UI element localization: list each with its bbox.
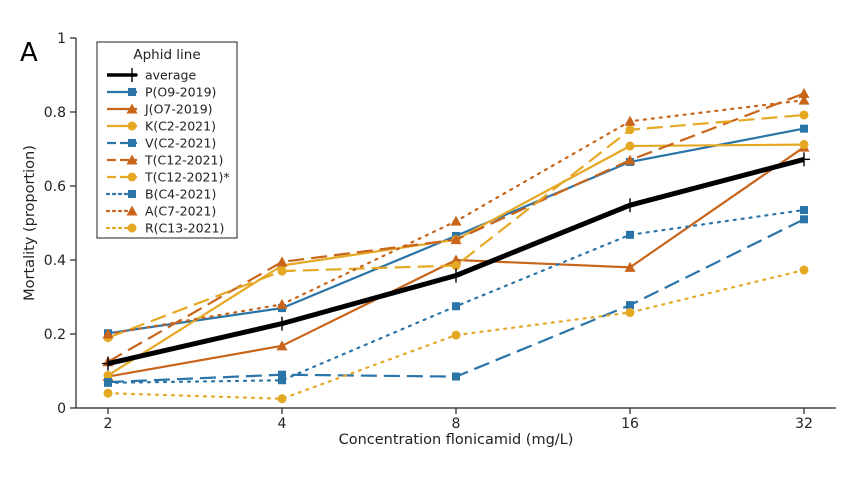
data-point (450, 234, 462, 245)
x-tick-label: 4 (278, 416, 287, 432)
legend-marker (126, 154, 138, 165)
data-point (625, 308, 635, 318)
y-tick-label: 0.2 (44, 327, 66, 343)
axes: 0 0.2 0.4 0.6 0.8 1 2 4 8 16 32 (44, 31, 836, 432)
data-point (625, 125, 635, 135)
data-point (624, 115, 636, 126)
data-point (798, 94, 810, 105)
data-point (799, 265, 809, 275)
data-point (103, 370, 113, 380)
legend-entry: T(C12-2021) (107, 153, 223, 168)
legend-label: P(O9-2019) (145, 85, 216, 100)
legend-label: K(C2-2021) (145, 119, 216, 134)
data-point (798, 88, 810, 98)
y-tick-label: 0 (57, 401, 66, 417)
legend-marker (127, 223, 137, 233)
data-point (278, 370, 286, 379)
legend-entry: P(O9-2019) (107, 85, 216, 100)
data-point (277, 394, 287, 404)
legend-entry: J(O7-2019) (107, 102, 213, 117)
data-point (276, 256, 288, 267)
legend: Aphid line average P(O9-2019) J(O7-2019) K(C… (96, 41, 238, 239)
data-point (451, 261, 461, 271)
data-point (451, 330, 461, 340)
legend-label: B(C4-2021) (145, 187, 216, 202)
data-point (102, 328, 114, 339)
y-tick-label: 0.6 (44, 179, 66, 195)
legend-label: T(C12-2021)* (144, 170, 230, 185)
series-8 (102, 94, 810, 339)
series-6 (103, 110, 809, 343)
x-tick-label: 16 (621, 416, 639, 432)
data-point (624, 198, 636, 213)
data-point (800, 124, 808, 133)
legend-marker (128, 88, 136, 96)
series-0 (102, 152, 810, 371)
data-point (624, 261, 636, 272)
y-tick-label: 0.8 (44, 105, 66, 121)
x-tick-label: 32 (795, 416, 813, 432)
y-tick-label: 1 (57, 31, 66, 47)
data-point (104, 378, 112, 387)
y-tick-label: 0.4 (44, 253, 66, 269)
legend-entry: K(C2-2021) (107, 119, 216, 134)
data-point (276, 298, 288, 309)
x-tick-label: 2 (104, 416, 113, 432)
x-tick-label: 8 (452, 416, 461, 432)
legend-entry: R(C13-2021) (105, 221, 224, 236)
data-point (625, 141, 635, 151)
data-point (800, 215, 808, 224)
legend-marker (128, 190, 136, 198)
legend-title: Aphid line (133, 47, 200, 63)
series-7 (104, 206, 808, 387)
legend-label: V(C2-2021) (145, 136, 216, 151)
data-point (103, 388, 113, 398)
legend-marker (126, 68, 138, 82)
legend-label: J(O7-2019) (144, 102, 213, 117)
data-point (276, 340, 288, 351)
data-point (102, 356, 114, 371)
data-point (799, 140, 809, 150)
data-point (800, 206, 808, 215)
data-point (798, 152, 810, 167)
series-9 (103, 265, 809, 404)
y-axis-label: Mortality (proportion) (22, 145, 38, 301)
data-point (799, 110, 809, 120)
legend-marker (127, 172, 137, 182)
data-point (450, 268, 462, 283)
data-point (452, 372, 460, 381)
data-point (277, 266, 287, 276)
legend-entry: A(C7-2021) (105, 204, 216, 219)
data-point (452, 302, 460, 311)
legend-entry: V(C2-2021) (107, 136, 216, 151)
series-layer (102, 88, 810, 404)
data-point (626, 301, 634, 310)
legend-label: average (145, 68, 196, 83)
legend-label: A(C7-2021) (145, 204, 216, 219)
x-axis-label: Concentration flonicamid (mg/L) (339, 432, 574, 448)
legend-marker (128, 139, 136, 147)
legend-entry: average (107, 68, 196, 83)
data-point (626, 230, 634, 239)
legend-marker (126, 205, 138, 216)
data-point (450, 215, 462, 226)
legend-label: T(C12-2021) (144, 153, 223, 168)
legend-label: R(C13-2021) (145, 221, 224, 236)
legend-marker (127, 121, 137, 131)
legend-entry: B(C4-2021) (105, 187, 216, 202)
legend-marker (126, 103, 138, 114)
data-point (624, 154, 636, 165)
panel-label: A (20, 38, 38, 68)
data-point (278, 376, 286, 385)
data-point (276, 316, 288, 331)
legend-entry: T(C12-2021)* (107, 170, 230, 185)
